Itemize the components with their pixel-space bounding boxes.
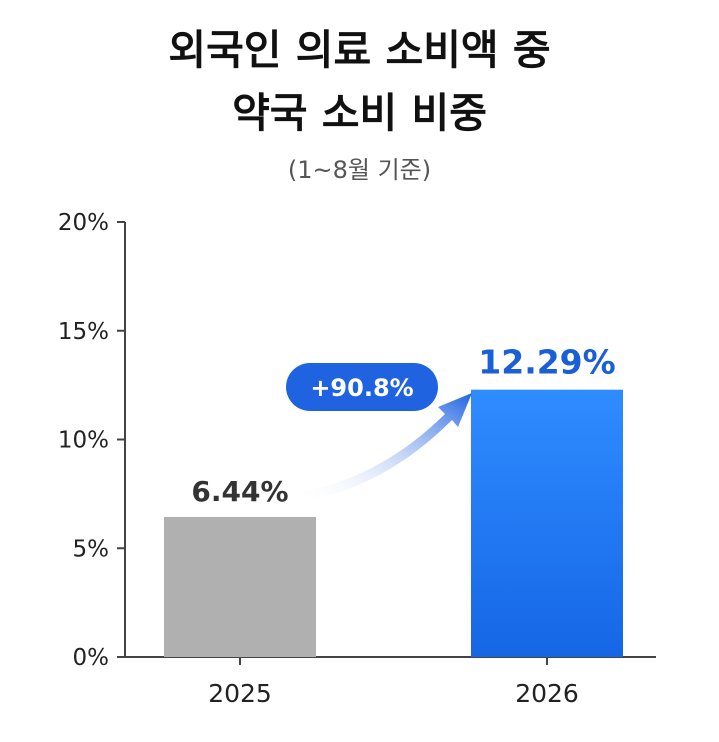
chart-title-line-1: 외국인 의료 소비액 중: [168, 26, 551, 74]
y-tick-label: 0%: [73, 645, 110, 671]
bar-2026: [471, 389, 623, 657]
y-tick-label: 5%: [73, 536, 110, 562]
change-badge-label: +90.8%: [310, 374, 413, 402]
x-tick-label-2026: 2026: [515, 679, 579, 708]
bar-2025: [164, 516, 316, 657]
value-label-2025: 6.44%: [191, 475, 288, 508]
chart-subtitle: (1~8월 기준): [287, 156, 432, 184]
value-label-2026: 12.29%: [478, 343, 615, 382]
change-badge: [286, 363, 438, 411]
y-tick-label: 10%: [58, 428, 109, 454]
chart-title-line-2: 약국 소비 비중: [232, 89, 487, 137]
growth-arrow: [300, 393, 472, 502]
y-tick-label: 20%: [58, 210, 109, 236]
y-tick-label: 15%: [58, 319, 109, 345]
x-tick-label-2025: 2025: [208, 679, 272, 708]
